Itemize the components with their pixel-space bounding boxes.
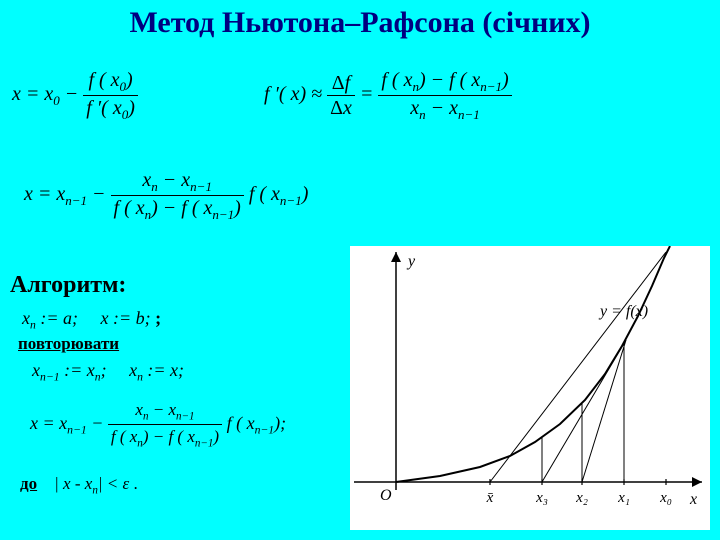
secant-method-chart: x̄ x₃ x₂ x₁ x₀ y x Oy = f(x) xyxy=(350,246,710,530)
slide-title: Метод Ньютона–Рафсона (січних) xyxy=(0,6,720,40)
algo-assign-row: xn−1 := xn; xn := x; xyxy=(32,360,184,384)
svg-text:y = f(x): y = f(x) xyxy=(598,303,648,320)
svg-text:x: x xyxy=(689,491,697,508)
algo-formula-row: x = xn−1 − xn − xn−1 f ( xn) − f ( xn−1)… xyxy=(30,400,286,450)
svg-text:O: O xyxy=(380,487,392,504)
svg-text:x₀: x₀ xyxy=(659,490,672,506)
svg-text:y: y xyxy=(406,253,416,270)
svg-text:x₃: x₃ xyxy=(535,490,548,506)
formula-secant-iteration: x = xn−1 − xn − xn−1 f ( xn) − f ( xn−1)… xyxy=(24,170,308,221)
algo-repeat: повторювати xyxy=(18,334,119,354)
svg-text:x₂: x₂ xyxy=(575,490,588,506)
algo-until: до ||x - x x - xn| < ε . xyxy=(20,474,138,496)
formula-derivative-approx: f ′( x) ≈ Δf Δx = f ( xn) − f ( xn−1) xn… xyxy=(264,70,512,121)
algo-init: xn := a; x := b; ; xyxy=(22,308,161,332)
formula-newton-basic: x = x0 − f ( x0) f ′( x0) xyxy=(12,70,138,121)
svg-text:x₁: x₁ xyxy=(617,490,630,506)
svg-text:x̄: x̄ xyxy=(486,490,494,506)
algorithm-heading: Алгоритм: xyxy=(10,272,126,299)
